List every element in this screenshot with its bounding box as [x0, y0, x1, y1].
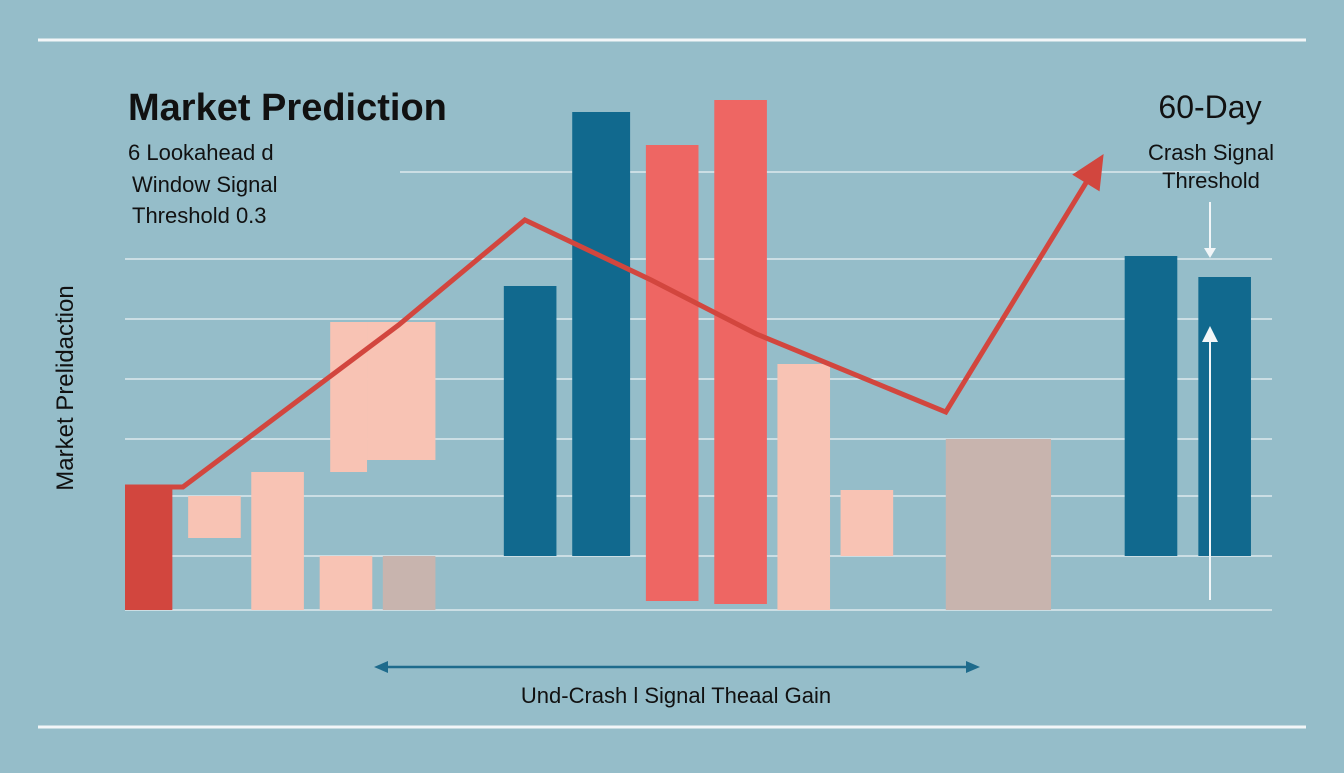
subtitle-line-1: 6 Lookahead d	[128, 140, 274, 165]
bar	[503, 286, 557, 556]
bar	[319, 556, 373, 610]
right-subtitle-line-2: Threshold	[1162, 168, 1260, 193]
bar	[1198, 277, 1251, 556]
bar-group	[125, 100, 1251, 610]
right-title: 60-Day	[1158, 89, 1261, 125]
trend-line-group	[125, 154, 1104, 490]
x-range-arrow-left-head	[374, 661, 388, 673]
bar	[330, 322, 368, 472]
bar	[777, 364, 831, 610]
bar	[945, 439, 1052, 610]
trend-line	[125, 169, 1096, 490]
bar	[1124, 256, 1178, 556]
trend-arrow-head	[1072, 154, 1104, 192]
bar	[714, 100, 767, 604]
subtitle-line-3: Threshold 0.3	[132, 203, 267, 228]
x-axis-label: Und-Crash l Signal Theaal Gain	[521, 683, 831, 708]
bar	[367, 322, 436, 460]
threshold-down-arrow-head	[1204, 248, 1216, 258]
bar	[125, 487, 173, 610]
threshold-up-arrow-head	[1202, 326, 1218, 342]
bar	[645, 145, 699, 601]
subtitle-line-2: Window Signal	[132, 172, 278, 197]
x-range-arrow-right-head	[966, 661, 980, 673]
chart-title: Market Prediction	[128, 87, 447, 129]
x-range-arrow	[374, 661, 980, 673]
right-subtitle-line-1: Crash Signal	[1148, 140, 1274, 165]
bar	[840, 490, 894, 556]
y-axis-label: Market Prelidaction	[52, 285, 79, 490]
bar	[572, 112, 631, 556]
bar	[251, 472, 304, 610]
bar	[382, 556, 436, 610]
threshold-arrows	[1202, 202, 1218, 600]
bar	[188, 496, 241, 538]
